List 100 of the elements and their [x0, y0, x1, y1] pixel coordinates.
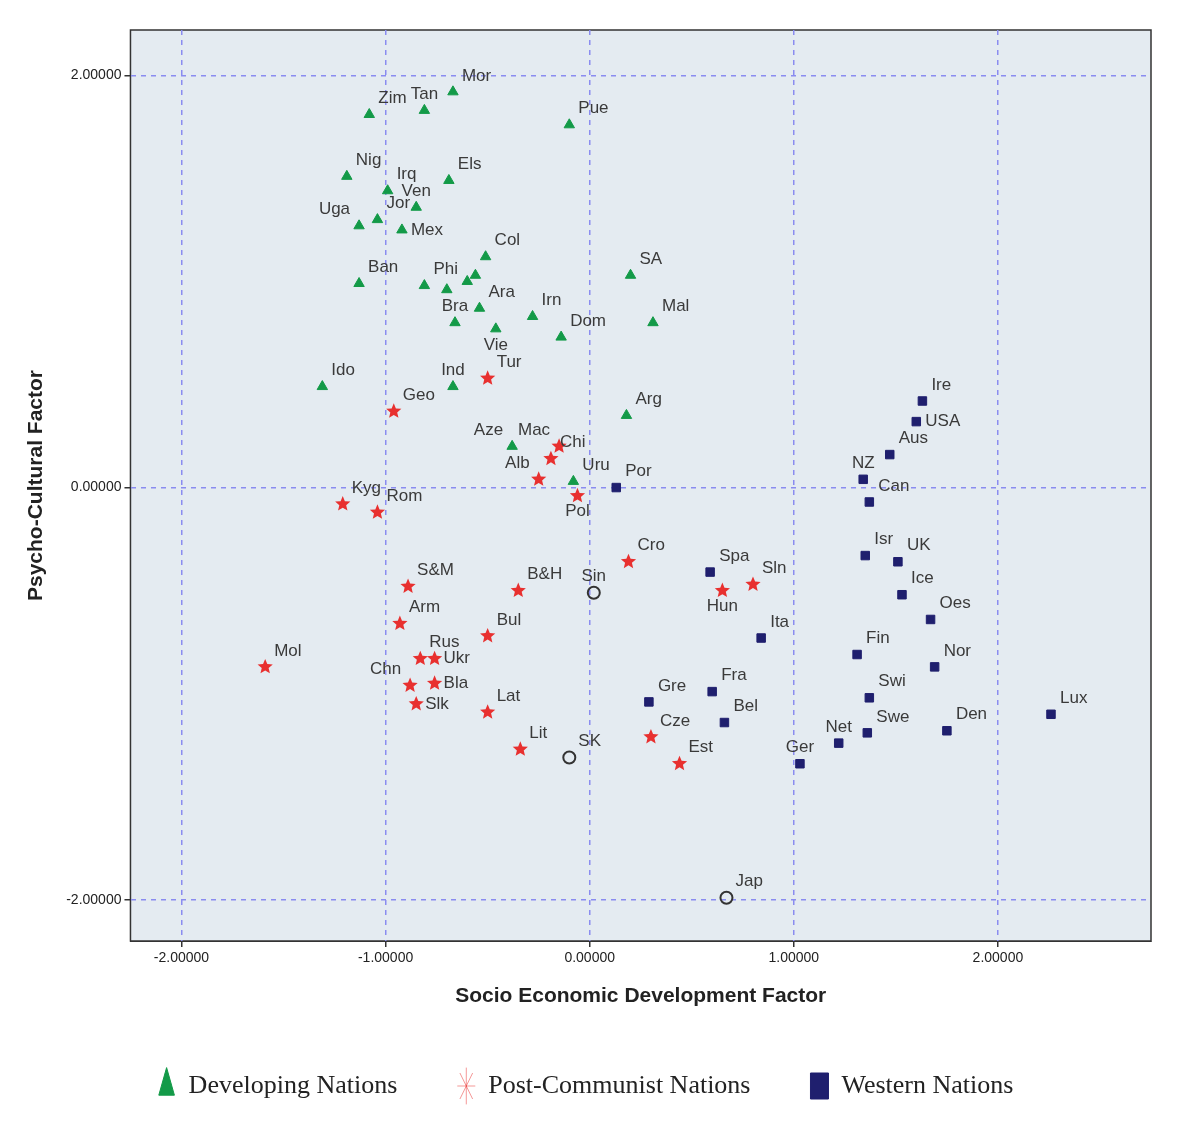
annotation: Mol: [274, 640, 302, 660]
point: [911, 416, 922, 427]
point: [412, 650, 428, 666]
point: [510, 582, 526, 598]
point: [426, 675, 443, 690]
point: [408, 695, 424, 711]
y-tick-label: 2.00000: [70, 66, 122, 83]
point: [833, 738, 844, 748]
point: [469, 268, 482, 279]
legend-label: Developing Nations: [188, 1069, 398, 1099]
annotation: Jap: [735, 871, 763, 891]
x-tick-label: 1.00000: [768, 949, 820, 966]
point: [512, 741, 528, 756]
annotation: Oes: [939, 593, 971, 613]
point: [410, 200, 422, 211]
point: [719, 717, 730, 728]
x-tick-label: 2.00000: [972, 949, 1024, 966]
point: [341, 169, 353, 180]
annotation: Ban: [368, 257, 399, 277]
annotation: Net: [825, 716, 853, 736]
point: [567, 474, 580, 485]
annotation: SK: [578, 731, 602, 751]
annotation: Slk: [425, 693, 450, 713]
annotation: Kyg: [351, 477, 382, 497]
y-tick-label: 0.00000: [70, 478, 122, 495]
point: [531, 471, 547, 486]
annotation: Ger: [785, 737, 815, 757]
point: [418, 103, 431, 114]
point: [490, 322, 502, 333]
point: [864, 693, 875, 703]
y-tick-label: -2.00000: [66, 890, 122, 907]
point: [893, 557, 903, 567]
point: [745, 576, 761, 591]
annotation: Tan: [410, 84, 439, 104]
point: [418, 279, 431, 290]
point: [400, 578, 416, 593]
annotation: Ice: [910, 568, 934, 588]
point: [426, 650, 443, 666]
annotation: Col: [494, 230, 521, 250]
annotation: Cro: [637, 535, 665, 555]
point: [929, 662, 940, 672]
annotation: Mor: [461, 65, 492, 85]
point: [647, 316, 659, 327]
annotation: Cze: [659, 710, 691, 730]
annotation: Lux: [1059, 687, 1088, 707]
point: [611, 482, 621, 493]
annotation: Nor: [943, 640, 972, 660]
point: [353, 219, 365, 230]
point: [381, 184, 394, 195]
point: [671, 755, 688, 771]
point: [860, 550, 870, 561]
annotation: Tur: [496, 352, 522, 372]
annotation: Can: [878, 475, 910, 495]
annotation: Swe: [876, 706, 910, 726]
annotation: Bla: [443, 673, 469, 693]
annotation: Uga: [318, 199, 351, 219]
point: [353, 277, 365, 288]
annotation: Sln: [761, 558, 787, 578]
annotation: Den: [955, 704, 988, 724]
point: [441, 283, 453, 294]
point: [461, 274, 473, 285]
annotation: UK: [906, 535, 932, 555]
x-tick-label: -2.00000: [153, 949, 210, 966]
point: [335, 496, 351, 511]
point: [447, 380, 459, 391]
annotation: Irn: [541, 290, 562, 310]
point: [369, 504, 386, 519]
point: [714, 582, 730, 598]
annotation: Isr: [874, 529, 894, 549]
point: [885, 449, 895, 460]
point: [363, 108, 375, 119]
point: [543, 450, 559, 466]
point: [858, 474, 868, 485]
point: [644, 697, 654, 707]
point: [563, 118, 575, 129]
point: [925, 614, 936, 625]
annotation: Geo: [402, 384, 435, 404]
annotation: Spa: [719, 545, 750, 565]
annotation: Sin: [581, 566, 607, 586]
annotation: Ind: [441, 360, 465, 380]
point: [555, 330, 567, 341]
point: [897, 590, 907, 600]
point: [443, 173, 455, 184]
point: [643, 728, 659, 744]
annotation: Chi: [559, 432, 586, 452]
point: [371, 213, 384, 224]
annotation: Zim: [378, 88, 407, 108]
point: [447, 85, 459, 96]
point: [506, 439, 518, 450]
point: [392, 615, 408, 631]
point: [562, 750, 577, 765]
x-tick-label: 0.00000: [564, 949, 616, 966]
annotation: Swi: [878, 671, 906, 691]
legend-label: Western Nations: [841, 1069, 1014, 1099]
y-axis-title: Psycho-Cultural Factor: [23, 369, 47, 602]
annotation: Fin: [866, 628, 890, 648]
annotation: Ido: [331, 360, 355, 380]
annotation: Bel: [733, 696, 758, 716]
point: [862, 728, 873, 738]
annotation: Hun: [706, 596, 738, 616]
